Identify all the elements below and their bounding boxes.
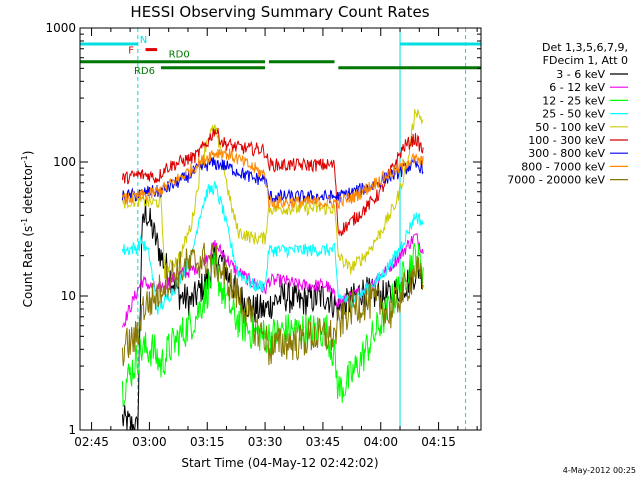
flag-label-f: F (128, 46, 134, 57)
legend-header-line-1: Det 1,3,5,6,7,9, (542, 41, 628, 54)
flag-label-rd6: RD6 (134, 66, 155, 77)
legend-label-100-300-kev: 100 - 300 keV (528, 134, 605, 147)
y-tick-label-1: 1 (68, 423, 76, 437)
legend-label-7000-20000-kev: 7000 - 20000 keV (507, 174, 605, 187)
legend-label-25-50-kev: 25 - 50 keV (542, 108, 605, 121)
legend-label-3-6-kev: 3 - 6 keV (556, 68, 605, 81)
x-tick-label-03-00: 03:00 (132, 435, 167, 449)
series-line-6-12-kev (121, 232, 424, 328)
x-axis-label: Start Time (04-May-12 02:42:02) (181, 456, 378, 470)
legend-label-50-100-kev: 50 - 100 keV (535, 121, 605, 134)
y-tick-label-1000: 1000 (45, 21, 76, 35)
flag-label-n: N (140, 35, 147, 46)
x-tick-label-03-45: 03:45 (306, 435, 341, 449)
x-tick-label-04-00: 04:00 (363, 435, 398, 449)
legend-label-6-12-kev: 6 - 12 keV (549, 81, 605, 94)
x-axis: 02:45 03:00 03:15 03:30 03:45 04:00 04:15 (74, 28, 478, 449)
series-line-800-7000-kev (121, 147, 424, 210)
y-tick-label-10: 10 (61, 289, 76, 303)
legend-header-line-2: FDecim 1, Att 0 (543, 54, 628, 67)
x-tick-label-03-15: 03:15 (190, 435, 225, 449)
plot-area: NF RD0 RD6 (80, 28, 481, 431)
y-tick-label-100: 100 (53, 155, 76, 169)
series-line-12-25-kev (121, 242, 424, 407)
legend-label-800-7000-kev: 800 - 7000 keV (521, 160, 605, 173)
series-line-7000-20000-kev (121, 242, 424, 367)
y-axis: 1 10 100 1000 (45, 21, 481, 437)
plot-frame (79, 27, 482, 431)
series-line-100-300-kev (121, 127, 424, 237)
y-axis-label: Count Rate (s-1 detector-1) (20, 151, 35, 308)
legend-label-12-25-kev: 12 - 25 keV (542, 94, 605, 107)
chart-title: HESSI Observing Summary Count Rates (130, 3, 429, 21)
legend: Det 1,3,5,6,7,9, FDecim 1, Att 0 3 - 6 k… (507, 41, 628, 187)
x-tick-label-03-30: 03:30 (248, 435, 283, 449)
series-line-25-50-kev (121, 181, 424, 315)
timestamp: 4-May-2012 00:25 (563, 466, 636, 475)
flag-label-rd0: RD0 (169, 50, 190, 61)
x-tick-label-04-15: 04:15 (421, 435, 456, 449)
legend-label-300-800-kev: 300 - 800 keV (528, 147, 605, 160)
series-line-300-800-kev (121, 157, 424, 204)
x-tick-label-02-45: 02:45 (74, 435, 109, 449)
